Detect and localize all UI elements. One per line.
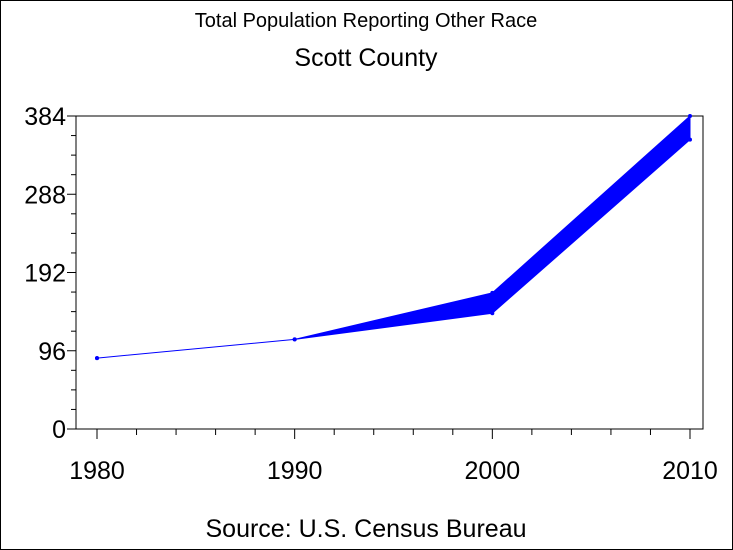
series-band [96, 115, 691, 359]
x-tick-label: 2000 [465, 457, 521, 485]
chart-subtitle: Scott County [294, 44, 438, 72]
y-axis: 0 96 192 288 384 [24, 103, 76, 444]
data-point-upper [688, 114, 692, 118]
chart-title: Total Population Reporting Other Race [195, 10, 537, 32]
x-tick-label: 1980 [69, 457, 125, 485]
data-point-upper [490, 290, 495, 295]
data-point-lower [688, 137, 692, 142]
y-tick-label: 0 [52, 416, 66, 444]
data-point-lower [292, 337, 297, 342]
y-tick-label: 96 [38, 338, 66, 366]
y-tick-label: 288 [24, 181, 66, 209]
x-tick-label: 2010 [662, 457, 718, 485]
x-tick-label: 1990 [267, 457, 323, 485]
y-tick-label: 384 [24, 103, 66, 131]
y-tick-label: 192 [24, 260, 66, 288]
plot-frame [75, 115, 704, 430]
data-point-lower [490, 311, 495, 316]
series-layer [95, 114, 692, 361]
plot-area: 0 96 192 288 384 1980 1990 2000 2010 [24, 103, 718, 485]
chart-source: Source: U.S. Census Bureau [206, 515, 527, 543]
x-axis: 1980 1990 2000 2010 [69, 429, 718, 485]
data-point-lower [95, 356, 99, 361]
